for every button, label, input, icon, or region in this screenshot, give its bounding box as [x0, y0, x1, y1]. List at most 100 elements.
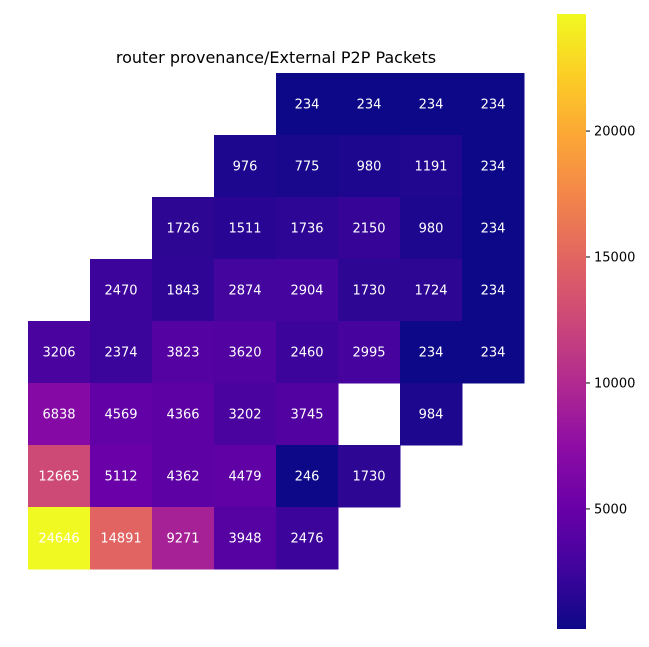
heatmap-cell: [214, 135, 277, 198]
heatmap-cell: [276, 197, 339, 260]
cell-value-label: 24646: [38, 532, 79, 547]
heatmap-cell: [90, 445, 153, 508]
colorbar-tick-label: 15000: [594, 251, 635, 266]
chart-title: router provenance/External P2P Packets: [115, 48, 437, 67]
cell-value-label: 4569: [104, 408, 137, 423]
cell-value-label: 2150: [352, 222, 385, 237]
heatmap-cell: [276, 259, 339, 322]
cell-value-label: 1730: [352, 284, 385, 299]
cell-value-label: 234: [419, 346, 444, 361]
heatmap-cell: [338, 135, 401, 198]
heatmap-cell: [338, 321, 401, 384]
heatmap-cell: [214, 321, 277, 384]
colorbar: 5000 10000 15000 20000: [557, 14, 635, 629]
heatmap-cell: [152, 259, 215, 322]
cell-value-label: 2995: [352, 346, 385, 361]
cell-value-label: 980: [357, 160, 382, 175]
heatmap-cell: [400, 321, 463, 384]
cell-value-label: 12665: [38, 470, 79, 485]
cell-value-label: 2904: [290, 284, 323, 299]
cell-value-label: 246: [295, 470, 320, 485]
cell-value-label: 234: [481, 346, 506, 361]
heatmap-cell: [28, 507, 91, 570]
heatmap-cell: [28, 383, 91, 446]
cell-value-label: 5112: [104, 470, 137, 485]
heatmap-cell: [214, 507, 277, 570]
heatmap-cell-labels: 234 234 234 234 976 775 980 1191 234 1726 1511 1736…: [38, 98, 505, 547]
heatmap-cell: [338, 445, 401, 508]
cell-value-label: 3206: [42, 346, 75, 361]
heatmap-cell: [214, 383, 277, 446]
heatmap-cell: [214, 445, 277, 508]
cell-value-label: 234: [419, 98, 444, 113]
heatmap-cell: [462, 259, 525, 322]
cell-value-label: 984: [419, 408, 444, 423]
cell-value-label: 4479: [228, 470, 261, 485]
heatmap-cell: [276, 321, 339, 384]
heatmap-cell: [462, 197, 525, 260]
heatmap-cell: [400, 259, 463, 322]
colorbar-tick-label: 20000: [594, 125, 635, 140]
cell-value-label: 9271: [166, 532, 199, 547]
cell-value-label: 1736: [290, 222, 323, 237]
heatmap-cell: [276, 445, 339, 508]
cell-value-label: 1724: [414, 284, 447, 299]
heatmap-cell: [338, 259, 401, 322]
cell-value-label: 2476: [290, 532, 323, 547]
heatmap-cell: [400, 383, 463, 446]
heatmap-cell: [152, 321, 215, 384]
heatmap-cell: [152, 197, 215, 260]
cell-value-label: 1726: [166, 222, 199, 237]
heatmap-cell: [90, 383, 153, 446]
cell-value-label: 3745: [290, 408, 323, 423]
cell-value-label: 1843: [166, 284, 199, 299]
heatmap-cell: [214, 197, 277, 260]
cell-value-label: 14891: [100, 532, 141, 547]
cell-value-label: 3823: [166, 346, 199, 361]
cell-value-label: 3948: [228, 532, 261, 547]
heatmap-cell: [152, 507, 215, 570]
heatmap-cell: [338, 73, 401, 136]
heatmap-cell: [90, 259, 153, 322]
heatmap-cell: [462, 321, 525, 384]
heatmap-cell: [28, 445, 91, 508]
cell-value-label: 775: [295, 160, 320, 175]
cell-value-label: 3620: [228, 346, 261, 361]
cell-value-label: 6838: [42, 408, 75, 423]
heatmap-cell: [276, 135, 339, 198]
heatmap-cell: [400, 197, 463, 260]
cell-value-label: 980: [419, 222, 444, 237]
cell-value-label: 2460: [290, 346, 323, 361]
heatmap-cell: [400, 135, 463, 198]
cell-value-label: 3202: [228, 408, 261, 423]
cell-value-label: 1511: [228, 222, 261, 237]
cell-value-label: 234: [481, 160, 506, 175]
heatmap-cell: [462, 73, 525, 136]
heatmap-cell: [400, 73, 463, 136]
colorbar-tick-label: 5000: [594, 502, 627, 517]
cell-value-label: 1191: [414, 160, 447, 175]
heatmap-cell: [462, 135, 525, 198]
cell-value-label: 4362: [166, 470, 199, 485]
cell-value-label: 4366: [166, 408, 199, 423]
cell-value-label: 2874: [228, 284, 261, 299]
cell-value-label: 234: [481, 222, 506, 237]
cell-value-label: 2470: [104, 284, 137, 299]
cell-value-label: 976: [233, 160, 258, 175]
heatmap-cell: [338, 197, 401, 260]
heatmap-cell: [276, 383, 339, 446]
cell-value-label: 234: [481, 98, 506, 113]
colorbar-tick-label: 10000: [594, 376, 635, 391]
heatmap-cell: [214, 259, 277, 322]
heatmap-cell: [28, 321, 91, 384]
cell-value-label: 234: [295, 98, 320, 113]
cell-value-label: 1730: [352, 470, 385, 485]
heatmap-cell: [152, 445, 215, 508]
cell-value-label: 234: [481, 284, 506, 299]
heatmap-cell: [276, 507, 339, 570]
heatmap-cell: [90, 321, 153, 384]
heatmap-cell: [276, 73, 339, 136]
colorbar-gradient: [557, 14, 586, 629]
